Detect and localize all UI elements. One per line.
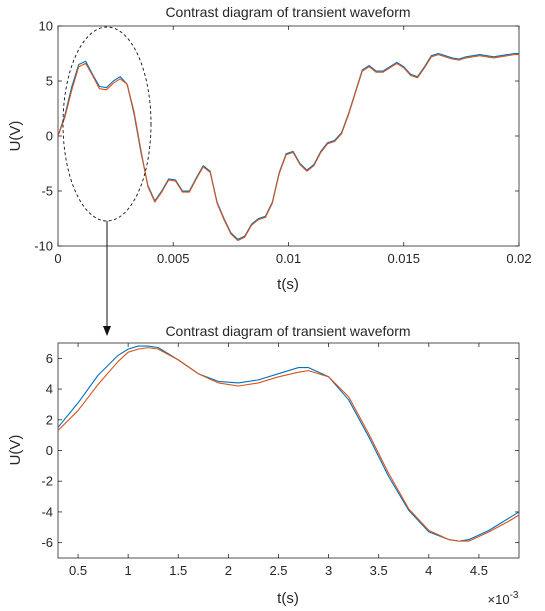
bottom-chart-y-tick-label: 6 bbox=[46, 351, 53, 366]
x-multiplier-base: ×10 bbox=[488, 592, 510, 607]
bottom-chart-x-tick-label: 4.5 bbox=[470, 563, 488, 578]
zoom-arrow-head bbox=[103, 326, 111, 336]
bottom-chart-lines bbox=[57, 345, 520, 542]
bottom-chart-title: Contrast diagram of transient waveform bbox=[165, 323, 410, 339]
bottom-chart-y-tick-label: 0 bbox=[46, 443, 53, 458]
bottom-chart-x-tick-label: 2.5 bbox=[269, 563, 287, 578]
top-chart-x-axis-label: t(s) bbox=[277, 276, 299, 293]
bottom-chart-y-tick-label: -2 bbox=[41, 474, 53, 489]
bottom-chart-x-tick-label: 2 bbox=[225, 563, 232, 578]
bottom-chart-y-axis-label: U(V) bbox=[7, 435, 24, 466]
bottom-chart-y-tick-label: -6 bbox=[41, 535, 53, 550]
bottom-chart-x-multiplier: ×10-3 bbox=[488, 590, 519, 607]
bottom-chart-x-tick-label: 0.5 bbox=[69, 563, 87, 578]
bottom-chart-x-tick-label: 1 bbox=[125, 563, 132, 578]
zoom-region-ellipse bbox=[62, 26, 152, 222]
bottom-chart-plot-area bbox=[57, 342, 520, 559]
bottom-chart-x-axis-label: t(s) bbox=[277, 590, 299, 607]
bottom-chart-x-tick-label: 4 bbox=[425, 563, 432, 578]
top-chart-series-2-line bbox=[57, 54, 519, 242]
bottom-chart-x-tick-label: 3.5 bbox=[370, 563, 388, 578]
bottom-chart-ticks: 0.5 1 1.5 2 2.5 3 3.5 4 4.5 -6 -4 -2 0 2 4 6 bbox=[41, 343, 519, 578]
bottom-chart-y-tick-label: -4 bbox=[41, 504, 53, 519]
x-multiplier-exponent: -3 bbox=[510, 590, 519, 601]
top-chart-y-axis-label: U(V) bbox=[7, 121, 24, 152]
bottom-chart-y-tick-label: 2 bbox=[46, 412, 53, 427]
top-chart-x-tick-label: 0.02 bbox=[506, 251, 531, 266]
top-chart-y-tick-label: 10 bbox=[39, 19, 53, 34]
bottom-chart-series-2-line bbox=[57, 347, 520, 542]
bottom-chart-x-tick-label: 1.5 bbox=[169, 563, 187, 578]
top-chart-title: Contrast diagram of transient waveform bbox=[165, 4, 410, 20]
bottom-chart-x-tick-label: 3 bbox=[325, 563, 332, 578]
top-chart-y-tick-label: 5 bbox=[46, 74, 53, 89]
bottom-chart: Contrast diagram of transient waveform 0… bbox=[7, 323, 520, 607]
bottom-chart-y-tick-label: 4 bbox=[46, 382, 53, 397]
top-chart-x-tick-label: 0.005 bbox=[157, 251, 190, 266]
top-chart: Contrast diagram of transient waveform 0… bbox=[7, 4, 532, 336]
top-chart-x-tick-label: 0.015 bbox=[387, 251, 420, 266]
top-chart-y-tick-label: -10 bbox=[34, 239, 53, 254]
top-chart-x-tick-label: 0 bbox=[54, 251, 61, 266]
top-chart-plot-area bbox=[57, 25, 520, 247]
top-chart-x-tick-label: 0.01 bbox=[276, 251, 301, 266]
top-chart-y-tick-label: -5 bbox=[41, 184, 53, 199]
top-chart-lines bbox=[57, 52, 519, 242]
top-chart-y-tick-label: 0 bbox=[46, 129, 53, 144]
top-chart-ticks: 0 0.005 0.01 0.015 0.02 -10 -5 0 5 10 bbox=[34, 19, 531, 267]
